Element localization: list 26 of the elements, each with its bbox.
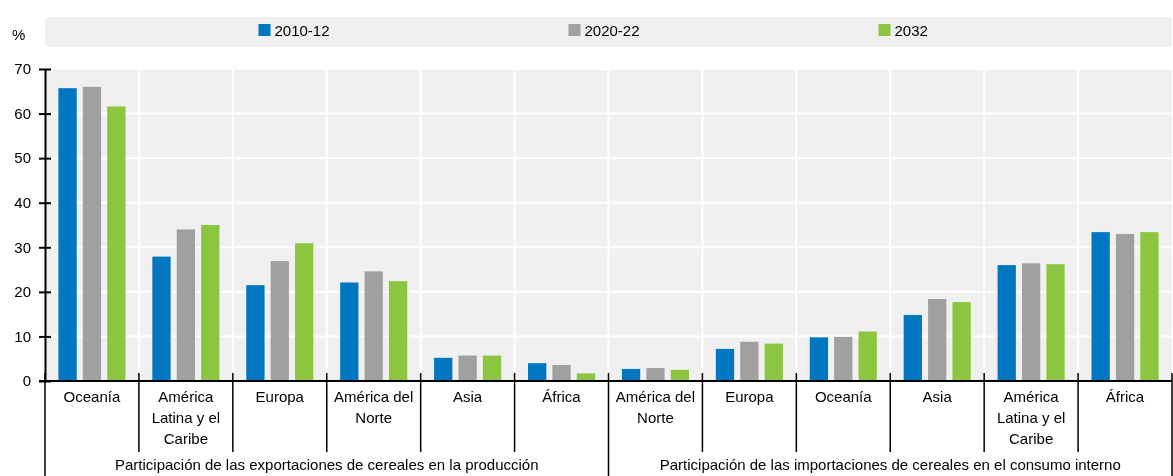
- x-tick-label: América del Norte: [615, 388, 696, 426]
- legend-label: 2020-22: [584, 22, 640, 39]
- x-tick-label: América del Norte: [334, 388, 414, 426]
- x-tick-label: Asia: [453, 388, 483, 405]
- text: Participación de las importaciones de cereales en el consumo interno: [659, 456, 1121, 473]
- y-tick-label: 0: [22, 372, 31, 390]
- x-tick-label: América Latina y el Caribe: [996, 388, 1066, 447]
- x-tick-label: Asia: [922, 388, 953, 405]
- x-tick-label: África: [542, 388, 582, 405]
- y-tick-label: 20: [14, 283, 31, 301]
- x-tick-label: África: [1105, 388, 1145, 405]
- legend-label: 2032: [894, 22, 928, 39]
- y-tick-label: 30: [14, 238, 31, 256]
- y-tick-label: 10: [14, 327, 31, 345]
- y-tick-label: 50: [14, 149, 31, 167]
- x-tick-label: América Latina y el Caribe: [151, 388, 221, 447]
- text: Participación de las exportaciones de cereales en la producción: [114, 456, 539, 473]
- y-axis-title: %: [12, 26, 26, 43]
- x-tick-label: Oceanía: [814, 388, 873, 405]
- x-tick-label: Europa: [725, 388, 775, 405]
- y-tick-label: 70: [14, 60, 31, 78]
- x-tick-label: Oceanía: [63, 388, 121, 405]
- y-tick-label: 40: [14, 194, 31, 212]
- x-tick-label: Europa: [255, 388, 305, 405]
- y-tick-label: 60: [14, 104, 31, 122]
- legend-label: 2010-12: [274, 22, 330, 39]
